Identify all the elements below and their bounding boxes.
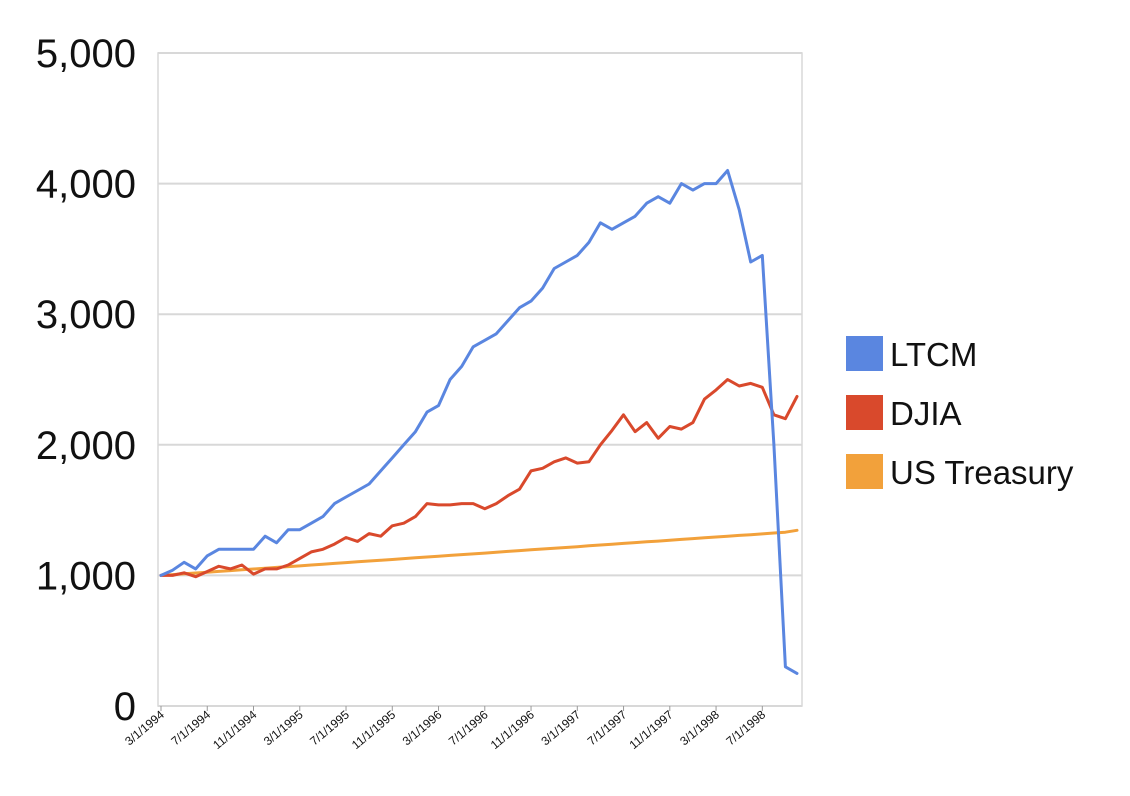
legend-label-ltcm: LTCM <box>890 336 977 373</box>
x-tick-label: 11/1/1994 <box>210 707 259 752</box>
series-line-ltcm <box>159 169 799 675</box>
legend-label-djia: DJIA <box>890 395 962 432</box>
series-line-us-treasury <box>159 528 799 577</box>
x-tick-label: 11/1/1996 <box>488 707 537 752</box>
x-tick-label: 7/1/1997 <box>585 707 630 748</box>
y-axis-ticks: 0 1,000 2,000 3,000 4,000 5,000 <box>36 32 136 729</box>
x-tick-label: 3/1/1995 <box>261 707 306 748</box>
y-tick-label: 0 <box>114 685 136 729</box>
y-tick-label: 1,000 <box>36 554 136 598</box>
series-line-djia <box>159 378 799 579</box>
y-tick-label: 4,000 <box>36 163 136 207</box>
y-tick-label: 2,000 <box>36 424 136 468</box>
y-tick-label: 3,000 <box>36 293 136 337</box>
legend-swatch-us-treasury <box>846 454 883 489</box>
x-tick-label: 7/1/1998 <box>723 707 768 748</box>
x-tick-label: 11/1/1997 <box>627 707 676 752</box>
x-tick-label: 3/1/1996 <box>400 707 445 748</box>
x-tick-label: 7/1/1994 <box>168 707 213 748</box>
x-tick-label: 7/1/1995 <box>307 707 352 748</box>
legend: LTCM DJIA US Treasury <box>846 336 1074 491</box>
gridlines <box>157 52 803 707</box>
x-tick-label: 11/1/1995 <box>349 707 398 752</box>
legend-swatch-djia <box>846 395 883 430</box>
legend-label-us-treasury: US Treasury <box>890 454 1074 491</box>
legend-swatch-ltcm <box>846 336 883 371</box>
y-tick-label: 5,000 <box>36 32 136 76</box>
series-lines <box>159 169 799 675</box>
x-tick-label: 3/1/1997 <box>538 707 583 748</box>
x-tick-label: 7/1/1996 <box>446 707 491 748</box>
plot-frame <box>157 52 803 707</box>
x-tick-label: 3/1/1998 <box>677 707 722 748</box>
